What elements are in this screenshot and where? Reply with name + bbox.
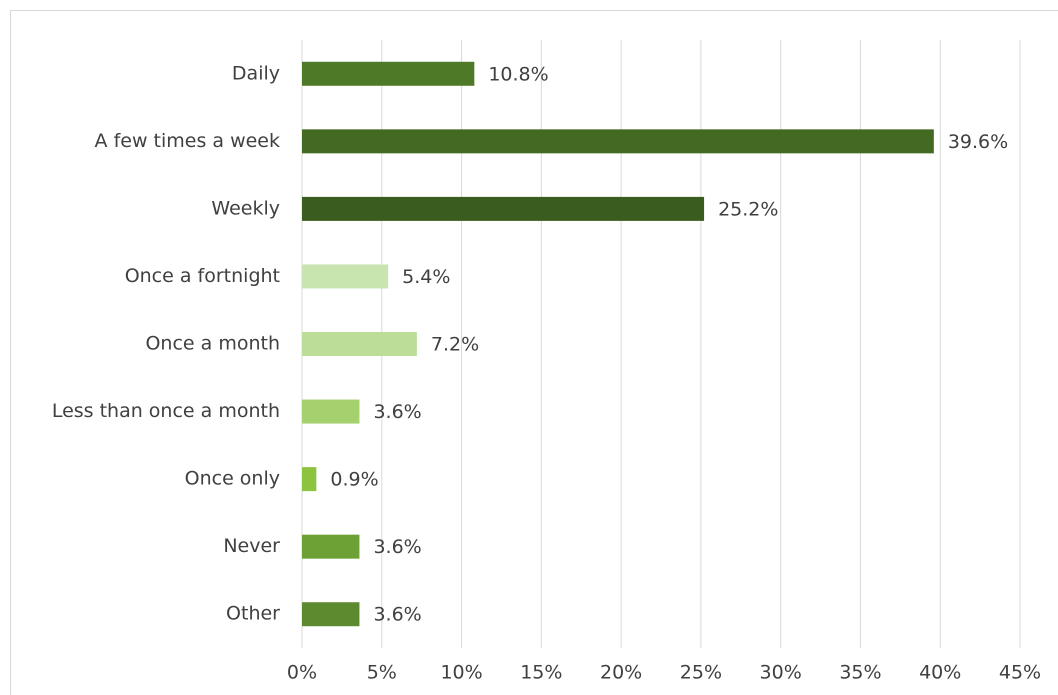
chart-frame <box>10 10 1058 695</box>
x-tick-label: 15% <box>520 662 562 684</box>
y-tick-label: Daily <box>232 62 280 84</box>
data-label: 7.2% <box>431 334 479 356</box>
x-tick-label: 40% <box>919 662 961 684</box>
y-tick-label: Less than once a month <box>52 400 280 422</box>
y-tick-label: Once a month <box>145 333 280 355</box>
x-tick-label: 25% <box>680 662 722 684</box>
data-label: 3.6% <box>373 604 421 626</box>
x-tick-label: 30% <box>760 662 802 684</box>
bar <box>302 196 705 221</box>
data-label: 10.8% <box>488 63 548 85</box>
y-tick-label: Weekly <box>211 197 280 219</box>
x-tick-label: 5% <box>367 662 397 684</box>
bar <box>302 399 360 424</box>
data-label: 25.2% <box>718 198 778 220</box>
y-tick-label: Once a fortnight <box>125 265 280 287</box>
bar <box>302 264 389 289</box>
y-tick-label: Never <box>223 535 280 557</box>
x-tick-label: 10% <box>440 662 482 684</box>
bar <box>302 129 934 154</box>
data-label: 39.6% <box>948 131 1008 153</box>
bar <box>302 467 317 492</box>
data-label: 0.9% <box>330 469 378 491</box>
bar <box>302 332 417 356</box>
x-tick-label: 45% <box>999 662 1041 684</box>
y-tick-label: Once only <box>185 468 280 490</box>
y-tick-label: Other <box>226 603 280 625</box>
bar <box>302 534 360 559</box>
bar <box>302 61 475 86</box>
y-tick-label: A few times a week <box>95 130 280 152</box>
x-tick-label: 20% <box>600 662 642 684</box>
data-label: 3.6% <box>373 536 421 558</box>
x-tick-label: 35% <box>839 662 881 684</box>
data-label: 5.4% <box>402 266 450 288</box>
x-tick-label: 0% <box>287 662 317 684</box>
data-label: 3.6% <box>373 401 421 423</box>
bar <box>302 602 360 627</box>
